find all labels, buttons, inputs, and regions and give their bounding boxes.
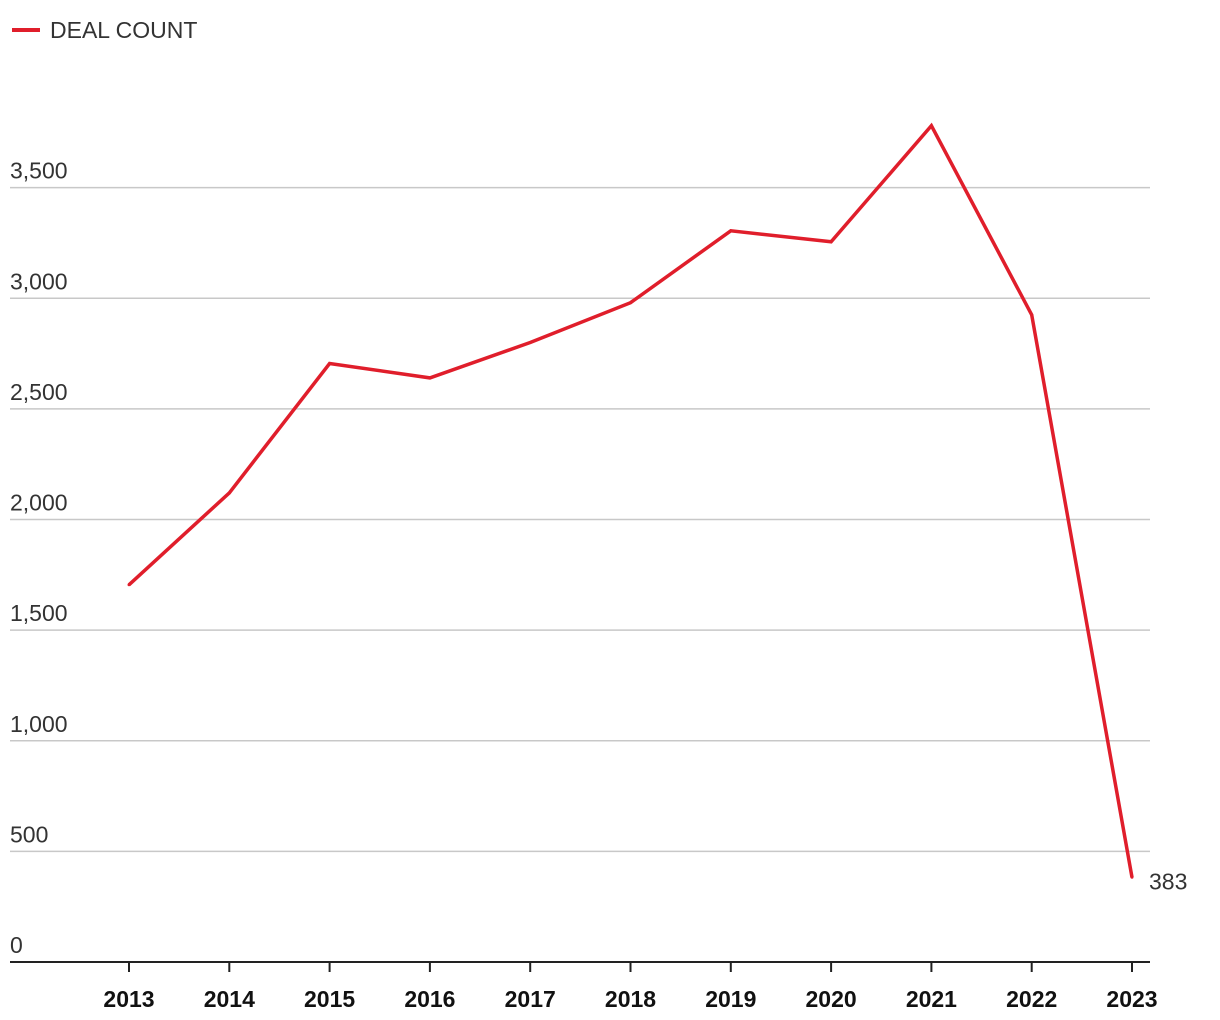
series-line-deal-count — [127, 122, 1134, 878]
x-axis: 2013 2014 2015 2016 2017 2018 2019 2020 2021 2022… — [10, 961, 1158, 1012]
data-point-2017 — [528, 341, 532, 344]
data-point-2020 — [829, 240, 833, 244]
data-point-2014 — [227, 491, 231, 495]
y-tick-label-2500: 2,500 — [10, 379, 68, 405]
y-tick-label-3500: 3,500 — [10, 158, 68, 184]
data-point-2015 — [328, 362, 332, 366]
data-point-2023 — [1130, 875, 1134, 879]
y-tick-label-2000: 2,000 — [10, 490, 68, 516]
x-tick-label-2015: 2015 — [304, 986, 355, 1012]
x-tick-label-2022: 2022 — [1006, 986, 1057, 1012]
data-point-2022 — [1030, 313, 1034, 317]
y-tick-label-1500: 1,500 — [10, 600, 68, 626]
y-tick-label-500: 500 — [10, 821, 48, 847]
data-point-2019 — [729, 229, 733, 233]
data-point-2016 — [428, 376, 432, 380]
y-axis-tick-labels: 0 500 1,000 1,500 2,000 2,500 3,000 3,500 — [10, 158, 68, 958]
y-tick-label-0: 0 — [10, 932, 23, 958]
x-tick-label-2014: 2014 — [204, 986, 255, 1012]
x-tick-label-2016: 2016 — [404, 986, 455, 1012]
x-tick-label-2018: 2018 — [605, 986, 656, 1012]
legend: DEAL COUNT — [12, 17, 197, 43]
x-tick-label-2019: 2019 — [705, 986, 756, 1012]
x-tick-label-2013: 2013 — [103, 986, 154, 1012]
x-tick-label-2023: 2023 — [1106, 986, 1157, 1012]
x-tick-label-2020: 2020 — [806, 986, 857, 1012]
x-tick-label-2017: 2017 — [505, 986, 556, 1012]
data-point-2021 — [929, 124, 933, 128]
gridlines — [10, 186, 1150, 853]
legend-label: DEAL COUNT — [50, 17, 197, 43]
data-point-2013 — [127, 583, 131, 587]
end-value-label: 383 — [1149, 868, 1187, 894]
y-tick-label-3000: 3,000 — [10, 268, 68, 294]
series-group — [127, 122, 1134, 879]
y-tick-label-1000: 1,000 — [10, 711, 68, 737]
x-tick-label-2021: 2021 — [906, 986, 957, 1012]
data-point-2018 — [629, 301, 632, 305]
